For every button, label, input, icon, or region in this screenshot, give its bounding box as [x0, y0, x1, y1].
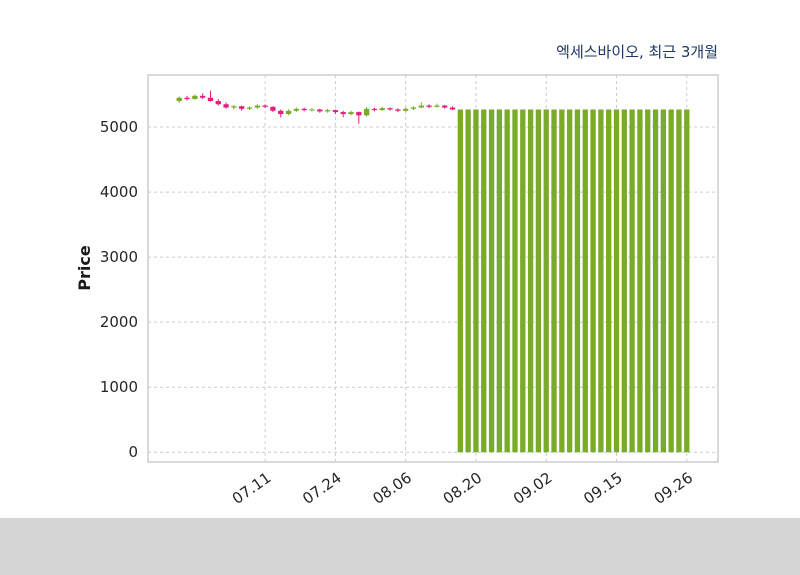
chart-title: 엑세스바이오, 최근 3개월	[556, 43, 718, 61]
candle-body	[613, 109, 620, 453]
page-bottom-band	[0, 518, 800, 575]
candle-body	[356, 112, 362, 116]
y-tick-label: 3000	[100, 248, 138, 266]
candle-body	[434, 105, 440, 107]
candle-body	[207, 97, 214, 102]
candle-body	[676, 109, 682, 453]
y-tick-label: 2000	[100, 313, 138, 331]
candle-body	[566, 109, 573, 453]
candle-body	[317, 109, 323, 112]
candle-body	[246, 107, 253, 109]
candle-body	[606, 109, 612, 453]
candle-body	[332, 110, 339, 113]
candle-body	[457, 109, 463, 453]
candle-body	[324, 110, 331, 112]
candle-body	[403, 108, 409, 111]
candle-body	[285, 110, 292, 115]
y-tick-label: 5000	[100, 118, 138, 136]
candle-body	[348, 112, 354, 115]
y-axis-label: Price	[75, 245, 94, 291]
candle-body	[309, 109, 315, 111]
candle-body	[426, 105, 432, 107]
candle-body	[262, 105, 268, 107]
candle-body	[418, 105, 424, 108]
candle-body	[473, 109, 479, 453]
candle-body	[660, 109, 666, 453]
candle-body	[301, 108, 307, 111]
candle-body	[527, 109, 534, 453]
candle-body	[652, 109, 659, 453]
candle-body	[270, 106, 276, 111]
candle-body	[215, 101, 221, 105]
candle-body	[668, 109, 674, 453]
candle-body	[387, 108, 393, 110]
candle-body	[442, 105, 448, 108]
candle-body	[363, 108, 370, 116]
candle-body	[254, 105, 260, 108]
candle-body	[340, 112, 346, 115]
candle-body	[379, 108, 385, 111]
candle-body	[512, 109, 518, 453]
candle-body	[200, 95, 206, 98]
candle-body	[535, 109, 542, 453]
candle-body	[449, 107, 456, 110]
candle-body	[598, 109, 604, 453]
candle-body	[637, 109, 643, 453]
candle-body	[293, 108, 300, 111]
candle-body	[192, 95, 198, 100]
candle-body	[278, 110, 284, 115]
candle-body	[481, 109, 487, 453]
y-tick-label: 1000	[100, 378, 138, 396]
candle-body	[465, 109, 471, 453]
candle-body	[590, 109, 596, 453]
candle-body	[488, 109, 495, 453]
candle-body	[582, 109, 588, 453]
y-tick-label: 4000	[100, 183, 138, 201]
candle-body	[223, 104, 229, 108]
candle-body	[504, 109, 510, 453]
candle-body	[629, 109, 635, 453]
candle-body	[551, 109, 557, 453]
candle-body	[684, 109, 690, 453]
candle-body	[621, 109, 627, 453]
candle-body	[239, 106, 245, 109]
candle-body	[645, 109, 651, 453]
candle-body	[371, 108, 378, 111]
candle-body	[184, 97, 190, 100]
candle-body	[543, 109, 549, 453]
candle-body	[395, 109, 401, 111]
candle-body	[231, 106, 237, 108]
plot-border	[147, 74, 719, 463]
candle-body	[496, 109, 503, 453]
candle-body	[574, 109, 581, 453]
candle-body	[559, 109, 565, 453]
y-tick-label: 0	[128, 443, 138, 461]
candle-body	[176, 97, 182, 102]
candles	[176, 90, 690, 453]
candle-body	[520, 109, 526, 453]
candle-body	[410, 107, 417, 109]
